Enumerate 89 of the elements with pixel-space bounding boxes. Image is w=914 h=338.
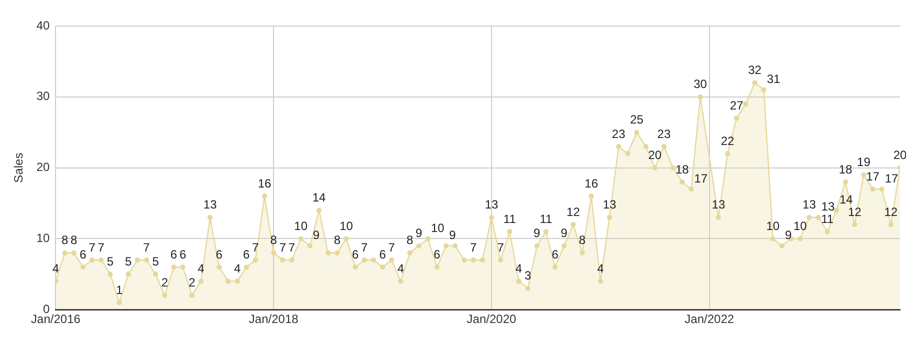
data-label: 17: [694, 171, 708, 186]
data-label: 2: [188, 276, 196, 290]
data-label: 5: [106, 254, 114, 268]
data-label: 23: [612, 126, 626, 141]
data-label: 6: [434, 247, 441, 262]
data-label: 19: [857, 155, 871, 170]
data-label: 7: [98, 240, 105, 254]
data-label: 7: [470, 240, 477, 254]
data-label: 32: [748, 63, 762, 78]
y-tick-label: 10: [36, 231, 50, 246]
data-label: 9: [449, 228, 456, 242]
data-label: 10: [766, 219, 780, 234]
data-label: 12: [566, 204, 580, 219]
data-label: 3: [524, 268, 532, 283]
data-label: 14: [312, 190, 326, 205]
data-label: 7: [388, 240, 396, 254]
data-label: 14: [839, 192, 854, 207]
data-label: 2: [161, 276, 168, 290]
data-label: 6: [179, 247, 186, 262]
data-label: 8: [270, 233, 278, 248]
data-label: 4: [597, 262, 604, 276]
data-label: 9: [312, 228, 320, 242]
data-label: 13: [602, 198, 616, 212]
data-label: 9: [784, 228, 792, 242]
data-label: 8: [334, 233, 341, 248]
data-label: 9: [560, 226, 568, 240]
data-label: 11: [821, 212, 834, 226]
data-label: 27: [730, 98, 744, 112]
data-label: 12: [848, 204, 862, 219]
data-label: 6: [80, 247, 87, 262]
data-label: 13: [203, 198, 218, 212]
data-label: 10: [340, 219, 354, 234]
data-label: 1: [116, 282, 123, 297]
data-label: 7: [88, 240, 96, 254]
y-tick-label: 20: [36, 160, 50, 174]
data-label: 6: [352, 247, 359, 262]
data-label: 10: [793, 219, 808, 234]
data-label: 31: [766, 72, 780, 86]
data-label: 16: [584, 176, 598, 190]
data-label: 6: [552, 247, 559, 262]
data-label: 13: [821, 200, 835, 214]
data-label: 8: [61, 233, 68, 248]
data-label: 7: [279, 240, 286, 254]
data-label: 8: [406, 233, 414, 248]
x-tick-label: Jan/2020: [466, 312, 516, 326]
data-label: 9: [416, 226, 423, 240]
data-label: 20: [893, 148, 907, 162]
data-label: 8: [70, 233, 78, 248]
data-label: 23: [657, 126, 671, 141]
data-label: 11: [540, 212, 553, 226]
data-label: 4: [515, 262, 522, 276]
data-label: 7: [252, 240, 260, 254]
data-label: 4: [198, 262, 205, 276]
data-label: 4: [52, 262, 60, 276]
data-label: 6: [216, 247, 223, 262]
data-label: 11: [503, 212, 516, 226]
data-label: 12: [884, 204, 898, 219]
data-label: 13: [802, 198, 816, 212]
data-label: 7: [288, 240, 296, 254]
data-label: 10: [430, 221, 445, 236]
y-tick-label: 30: [36, 89, 50, 104]
data-label: 18: [838, 162, 853, 176]
data-label: 9: [534, 226, 541, 240]
data-label: 18: [675, 162, 690, 176]
data-label: 7: [143, 240, 150, 254]
data-label: 30: [694, 77, 708, 92]
data-label: 17: [884, 171, 899, 186]
data-label: 5: [125, 254, 132, 268]
y-tick-label: 40: [36, 18, 50, 32]
data-label: 6: [379, 247, 386, 262]
data-label: 17: [866, 169, 880, 184]
data-label: 22: [720, 134, 735, 148]
y-axis-title: Sales: [12, 152, 26, 183]
data-label: 13: [712, 198, 726, 212]
data-label: 4: [234, 262, 241, 276]
data-label: 10: [294, 219, 308, 234]
data-label: 13: [484, 198, 498, 212]
data-label: 20: [648, 148, 662, 162]
data-label: 25: [630, 112, 644, 127]
data-label: 7: [361, 240, 368, 254]
x-tick-label: Jan/2022: [684, 312, 734, 326]
data-label: 5: [152, 254, 160, 268]
data-label: 8: [578, 233, 586, 248]
x-tick-label: Jan/2018: [248, 312, 299, 326]
data-label: 6: [170, 247, 178, 262]
data-label: 16: [258, 176, 272, 190]
data-label: 4: [397, 262, 404, 276]
data-label: 7: [497, 240, 504, 254]
data-label: 6: [243, 247, 250, 262]
